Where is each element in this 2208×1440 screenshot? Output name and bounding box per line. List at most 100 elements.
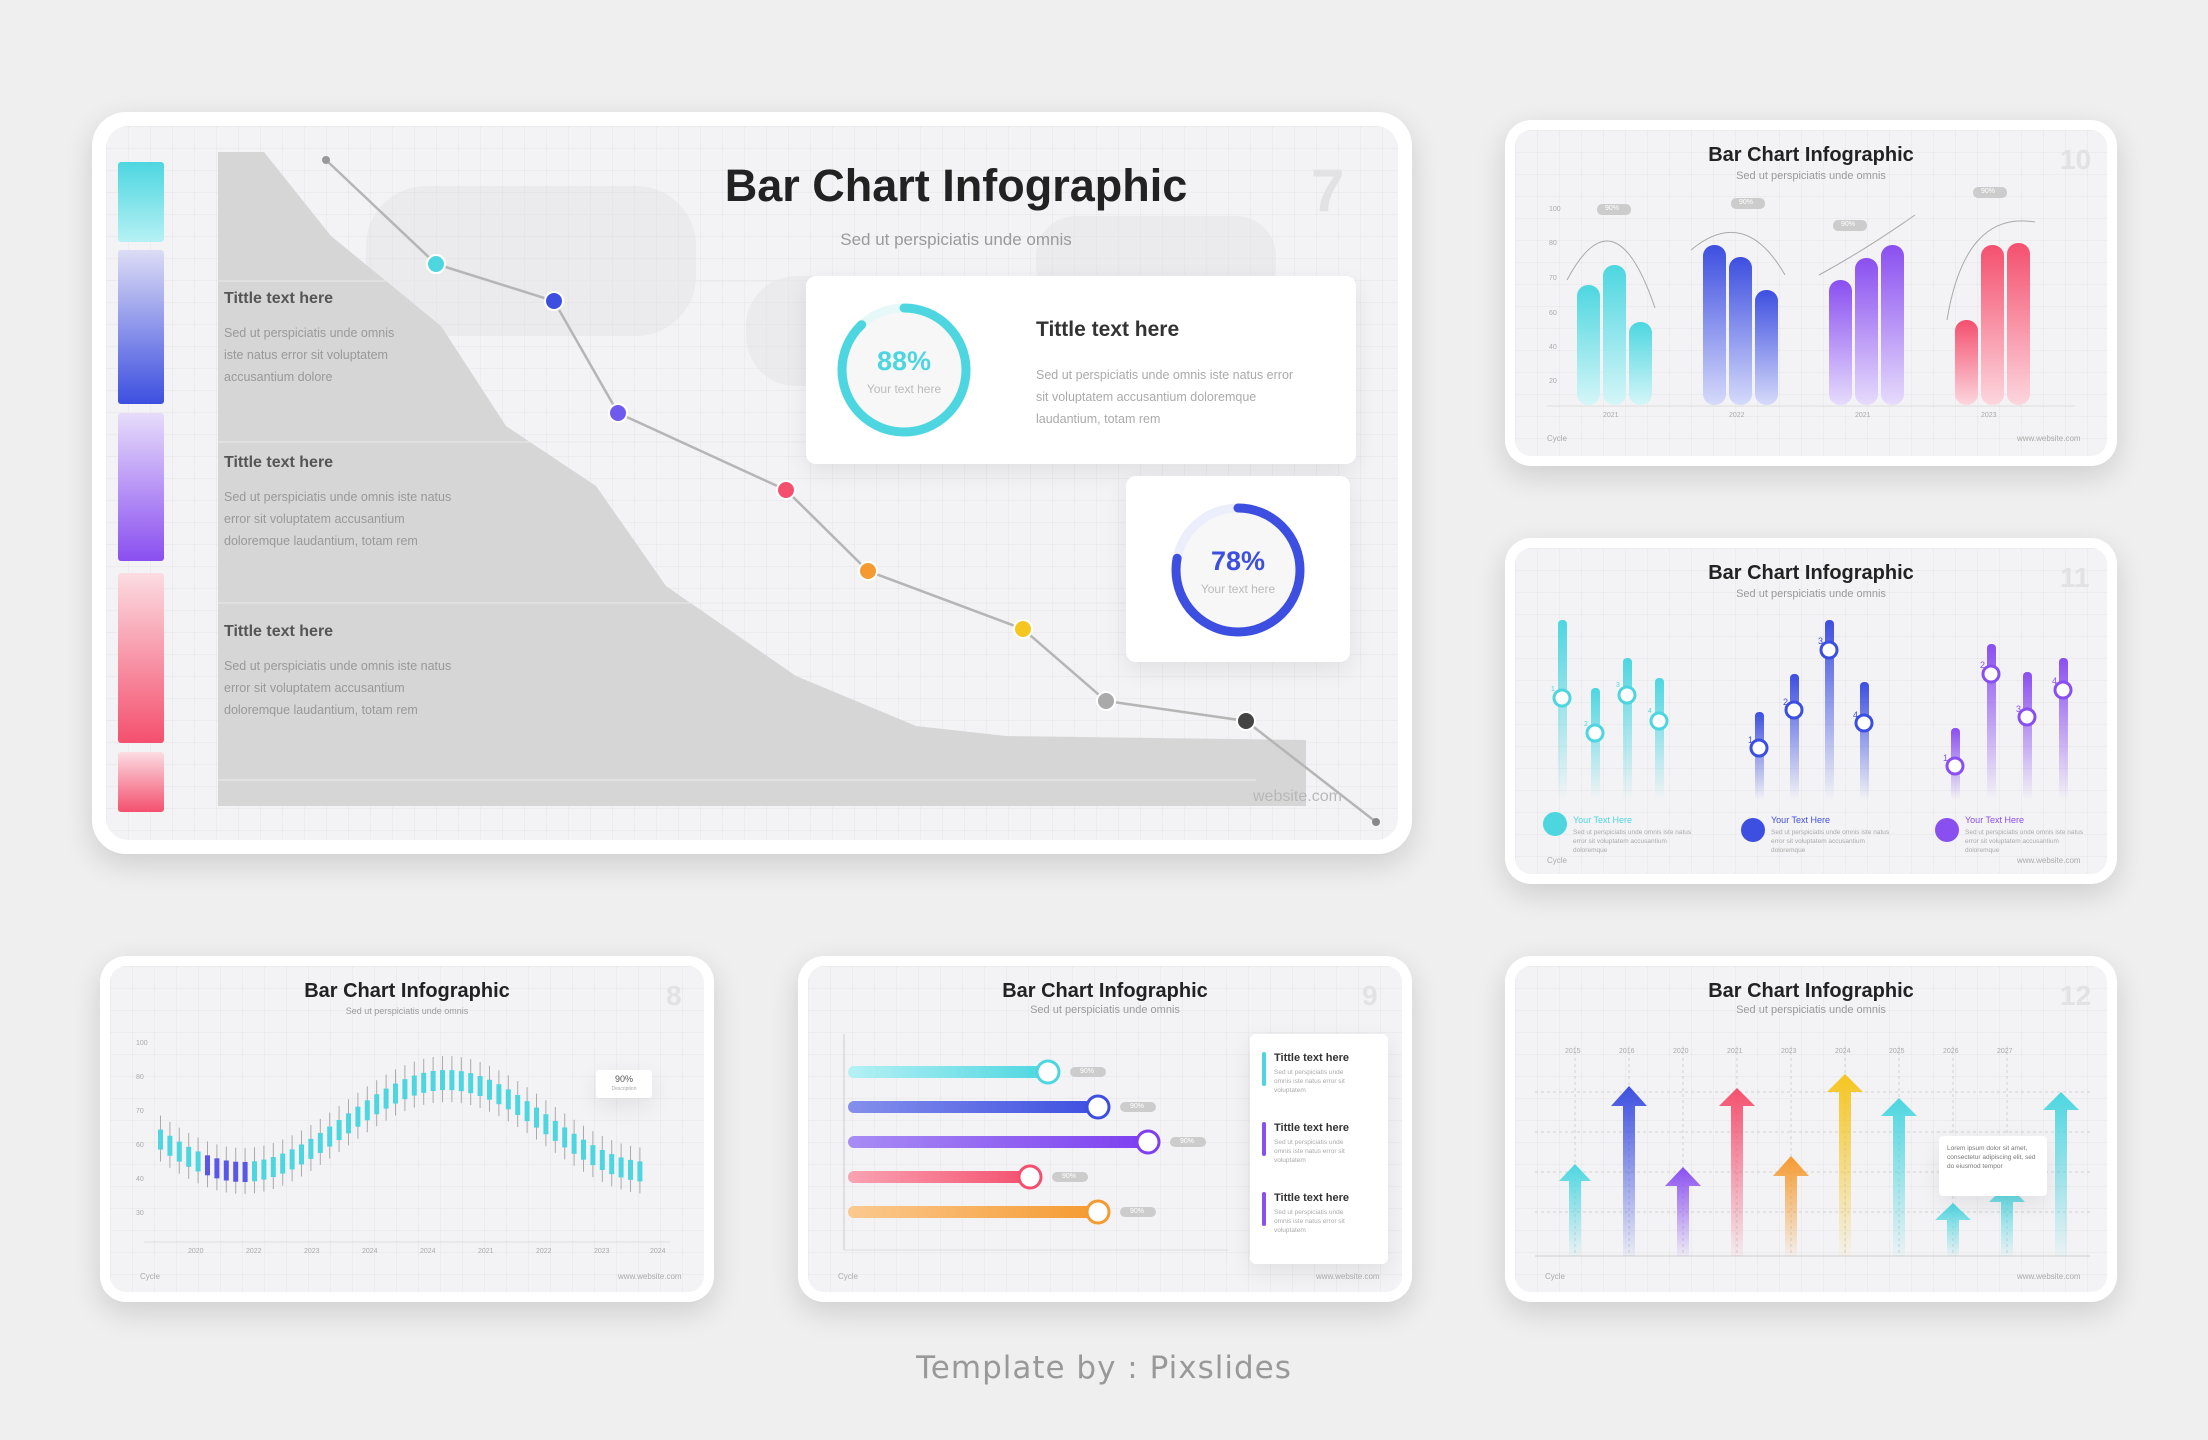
s10-ytick-1: 80 xyxy=(1549,240,1557,247)
s12-note: Lorem ipsum dolor sit amet, consectetur … xyxy=(1939,1136,2047,1196)
strip-cyan xyxy=(118,162,164,242)
slide9-number: 9 xyxy=(1362,980,1378,1011)
candle-body xyxy=(346,1113,351,1134)
s9-badge-4: 90% xyxy=(1130,1208,1145,1215)
candle-body xyxy=(233,1161,239,1182)
s8-ytick-5: 30 xyxy=(136,1210,144,1217)
candle-body xyxy=(552,1120,558,1141)
slide-number: 7 xyxy=(1311,157,1345,224)
s11-marker-11: 4 xyxy=(2052,676,2058,686)
candle-body xyxy=(158,1129,163,1150)
candle-body xyxy=(440,1070,445,1091)
slide-card-11[interactable]: Bar Chart Infographic Sed ut perspiciati… xyxy=(1505,538,2117,884)
candle-body xyxy=(355,1106,361,1127)
s10-ytick-3: 60 xyxy=(1549,310,1557,317)
candle-body xyxy=(195,1151,201,1172)
s10-badge-1: 90% xyxy=(1739,199,1754,206)
s8-xtick-2: 2023 xyxy=(304,1248,320,1255)
slide10-subtitle: Sed ut perspiciatis unde omnis xyxy=(1736,170,1886,182)
slide8-subtitle: Sed ut perspiciatis unde omnis xyxy=(345,1006,469,1016)
s8-xtick-5: 2021 xyxy=(478,1248,494,1255)
trend-line xyxy=(325,159,1377,823)
gauge-88-value: 88% xyxy=(876,346,932,376)
s9-item-body-3: Sed ut perspiciatis unde omnis iste natu… xyxy=(1274,1209,1345,1234)
slide9-subtitle: Sed ut perspiciatis unde omnis xyxy=(1030,1004,1180,1016)
block-title-3: Tittle text here xyxy=(224,623,334,640)
slide-9: Bar Chart Infographic Sed ut perspiciati… xyxy=(808,966,1402,1292)
s9-footer-left: Cycle xyxy=(838,1272,859,1281)
slide-11: Bar Chart Infographic Sed ut perspiciati… xyxy=(1515,548,2107,874)
s11-marker-3: 4 xyxy=(1648,708,1652,715)
strip-purple xyxy=(118,413,164,561)
block-title-2: Tittle text here xyxy=(224,454,334,471)
slide11-chart xyxy=(1543,620,2073,842)
s9-badge-2: 90% xyxy=(1180,1138,1195,1145)
s10-xtick-0: 2021 xyxy=(1603,412,1619,419)
s11-footer-right: www.website.com xyxy=(2017,856,2081,865)
s8-xtick-8: 2024 xyxy=(650,1248,666,1255)
s8-callout-sub: Description xyxy=(611,1086,637,1092)
s11-group-body-2: Sed ut perspiciatis unde omnis iste natu… xyxy=(1771,829,1890,854)
slide-8: Bar Chart Infographic Sed ut perspiciati… xyxy=(110,966,704,1292)
candle-body xyxy=(205,1155,210,1176)
s8-xtick-1: 2022 xyxy=(246,1248,262,1255)
s8-xtick-4: 2024 xyxy=(420,1248,436,1255)
strip-red-2 xyxy=(118,752,164,812)
candle-body xyxy=(364,1100,370,1121)
s11-group-body-1: Sed ut perspiciatis unde omnis iste natu… xyxy=(1573,829,1692,854)
s10-badge-2: 90% xyxy=(1841,221,1856,228)
s9-badge-0: 90% xyxy=(1080,1068,1095,1075)
s10-ytick-0: 100 xyxy=(1549,206,1561,213)
s9-footer-right: www.website.com xyxy=(1316,1272,1380,1281)
slide10-title: Bar Chart Infographic xyxy=(1708,144,1914,166)
s12-year-8: 2027 xyxy=(1997,1048,2013,1055)
slide-card-8[interactable]: Bar Chart Infographic Sed ut perspiciati… xyxy=(100,956,714,1302)
slide-card-main[interactable]: Bar Chart Infographic Sed ut perspiciati… xyxy=(92,112,1412,854)
s10-xtick-3: 2023 xyxy=(1981,412,1997,419)
candle-body xyxy=(336,1119,342,1140)
candle-body xyxy=(590,1145,596,1166)
s11-marker-4: 1 xyxy=(1748,735,1754,745)
strip-blue xyxy=(118,250,164,404)
s12-year-3: 2021 xyxy=(1727,1048,1743,1055)
s12-year-5: 2024 xyxy=(1835,1048,1851,1055)
candle-body xyxy=(186,1146,192,1167)
candle-body xyxy=(449,1070,455,1091)
candle-body xyxy=(317,1132,323,1153)
candle-body xyxy=(261,1159,267,1180)
area-shape xyxy=(218,152,1306,806)
block-body-1: Sed ut perspiciatis unde omnis iste natu… xyxy=(224,326,395,384)
slide12-subtitle: Sed ut perspiciatis unde omnis xyxy=(1736,1004,1886,1016)
slide12-number: 12 xyxy=(2060,980,2092,1011)
strip-red xyxy=(118,573,164,743)
slide10-chart xyxy=(1547,187,2075,407)
slide8-candles xyxy=(144,1056,670,1243)
candle-body xyxy=(374,1094,380,1115)
slide8-number: 8 xyxy=(666,980,682,1011)
s8-ytick-2: 70 xyxy=(136,1108,144,1115)
s12-note-text: Lorem ipsum dolor sit amet, consectetur … xyxy=(1947,1145,2036,1170)
candle-body xyxy=(393,1083,398,1104)
s9-item-body-1: Sed ut perspiciatis unde omnis iste natu… xyxy=(1274,1069,1345,1094)
candle-body xyxy=(477,1076,483,1097)
candle-body xyxy=(515,1095,521,1116)
slide-card-12[interactable]: Bar Chart Infographic Sed ut perspiciati… xyxy=(1505,956,2117,1302)
slide-card-9[interactable]: Bar Chart Infographic Sed ut perspiciati… xyxy=(798,956,1412,1302)
s11-marker-9: 2 xyxy=(1980,660,1986,670)
info-panel-bottom: 78% Your text here xyxy=(1126,476,1350,662)
s8-footer-right: www.website.com xyxy=(618,1272,682,1281)
candle-body xyxy=(609,1154,615,1175)
s11-marker-2: 3 xyxy=(1616,682,1620,689)
s12-year-7: 2026 xyxy=(1943,1048,1959,1055)
s11-group-label-1: Your Text Here xyxy=(1573,815,1633,825)
s9-badge-1: 90% xyxy=(1130,1103,1145,1110)
candle-body xyxy=(618,1157,624,1178)
candle-body xyxy=(487,1079,492,1100)
s9-item-title-3: Tittle text here xyxy=(1274,1192,1349,1204)
s11-marker-6: 3 xyxy=(1818,636,1824,646)
candle-body xyxy=(223,1160,229,1181)
slide-card-10[interactable]: Bar Chart Infographic Sed ut perspiciati… xyxy=(1505,120,2117,466)
s10-ytick-2: 70 xyxy=(1549,275,1557,282)
s12-year-1: 2016 xyxy=(1619,1048,1635,1055)
candle-body xyxy=(637,1161,643,1182)
